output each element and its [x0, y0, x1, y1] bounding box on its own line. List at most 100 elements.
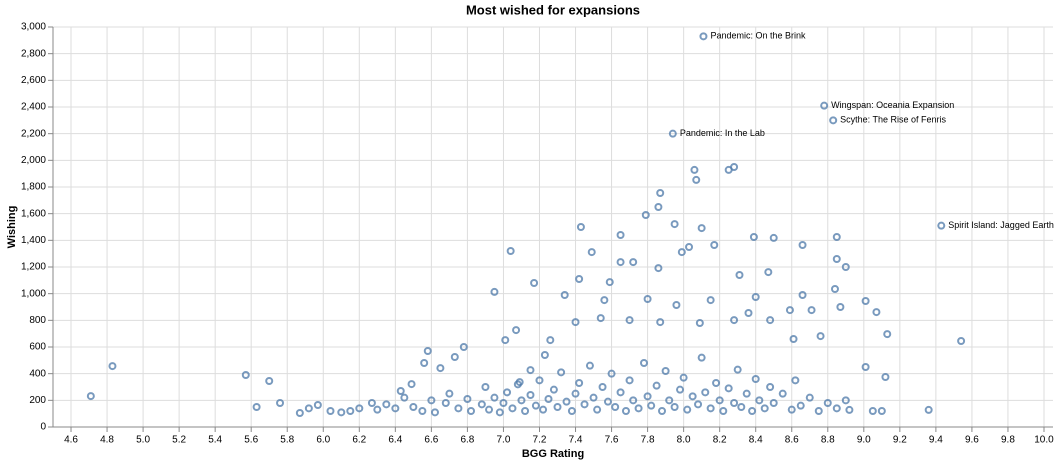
point — [485, 405, 494, 414]
point — [585, 361, 594, 370]
x-tick-label: 8.0 — [677, 435, 691, 446]
point — [677, 248, 686, 257]
point — [670, 403, 679, 411]
point — [706, 404, 715, 413]
annotation: Scythe: The Rise of Fenris — [840, 115, 946, 125]
x-tick-label: 5.4 — [208, 435, 222, 446]
point — [430, 408, 439, 417]
point — [625, 316, 634, 325]
point — [346, 407, 355, 415]
point — [355, 404, 364, 413]
point — [337, 408, 346, 417]
point — [654, 264, 663, 273]
point — [957, 337, 966, 345]
x-tick-label: 9.4 — [929, 435, 943, 446]
point — [560, 291, 569, 299]
point — [616, 258, 625, 267]
point — [589, 393, 598, 402]
point — [629, 396, 638, 405]
y-tick-label: 2,600 — [21, 75, 46, 86]
x-tick-label: 7.4 — [569, 435, 583, 446]
point — [557, 368, 566, 377]
point — [490, 393, 499, 402]
point — [830, 285, 839, 293]
point — [807, 306, 816, 315]
x-tick-label: 4.8 — [100, 435, 114, 446]
x-tick-label: 9.8 — [1001, 435, 1015, 446]
point — [463, 395, 472, 403]
point — [656, 189, 665, 197]
point — [766, 383, 775, 391]
point — [407, 380, 416, 389]
point — [450, 353, 459, 361]
y-tick-label: 800 — [29, 315, 46, 326]
x-tick-label: 5.8 — [280, 435, 294, 446]
x-tick-label: 6.6 — [424, 435, 438, 446]
point — [503, 388, 512, 397]
point — [712, 379, 721, 387]
x-tick-label: 8.8 — [821, 435, 835, 446]
point — [634, 404, 643, 413]
y-tick-label: 1,600 — [21, 208, 46, 219]
y-tick-label: 1,400 — [21, 235, 46, 246]
x-tick-label: 5.6 — [244, 435, 258, 446]
point — [719, 407, 728, 415]
point — [326, 407, 335, 415]
point — [654, 203, 663, 211]
point — [769, 399, 778, 407]
point — [501, 336, 510, 345]
point — [760, 404, 769, 413]
point — [861, 297, 870, 305]
point — [571, 318, 580, 327]
point — [710, 241, 719, 249]
point — [679, 373, 688, 382]
point — [546, 336, 555, 345]
point — [616, 388, 625, 397]
point — [639, 359, 648, 367]
point — [441, 399, 450, 407]
point — [748, 407, 757, 415]
point — [391, 404, 400, 413]
point — [796, 401, 805, 410]
point — [832, 404, 841, 413]
point — [841, 396, 850, 405]
y-tick-label: 3,000 — [21, 22, 46, 33]
point — [575, 275, 584, 283]
x-tick-label: 10.0 — [1034, 435, 1054, 446]
point — [313, 401, 322, 409]
y-tick-label: 400 — [29, 368, 46, 379]
point — [805, 393, 814, 402]
point — [690, 165, 699, 174]
point — [549, 385, 558, 394]
point — [367, 399, 376, 407]
point — [467, 407, 476, 415]
point — [643, 392, 652, 401]
point — [512, 326, 521, 335]
point — [823, 399, 832, 407]
point — [621, 407, 630, 415]
point — [276, 399, 285, 407]
x-tick-label: 7.6 — [605, 435, 619, 446]
point — [409, 403, 418, 411]
point — [499, 399, 508, 407]
point — [241, 371, 250, 379]
point — [641, 211, 650, 219]
point — [629, 258, 638, 267]
point — [576, 223, 585, 231]
point — [668, 129, 677, 138]
point — [749, 233, 758, 241]
annotation: Pandemic: In the Lab — [680, 128, 765, 138]
point — [553, 403, 562, 411]
point — [396, 387, 405, 395]
point — [841, 263, 850, 271]
point — [252, 403, 261, 411]
point — [706, 296, 715, 305]
point — [544, 395, 553, 403]
point — [683, 405, 692, 414]
point — [647, 401, 656, 410]
point — [304, 404, 313, 413]
annotation: Pandemic: On the Brink — [710, 31, 806, 41]
annotation: Spirit Island: Jagged Earth — [948, 220, 1054, 230]
point — [798, 291, 807, 299]
